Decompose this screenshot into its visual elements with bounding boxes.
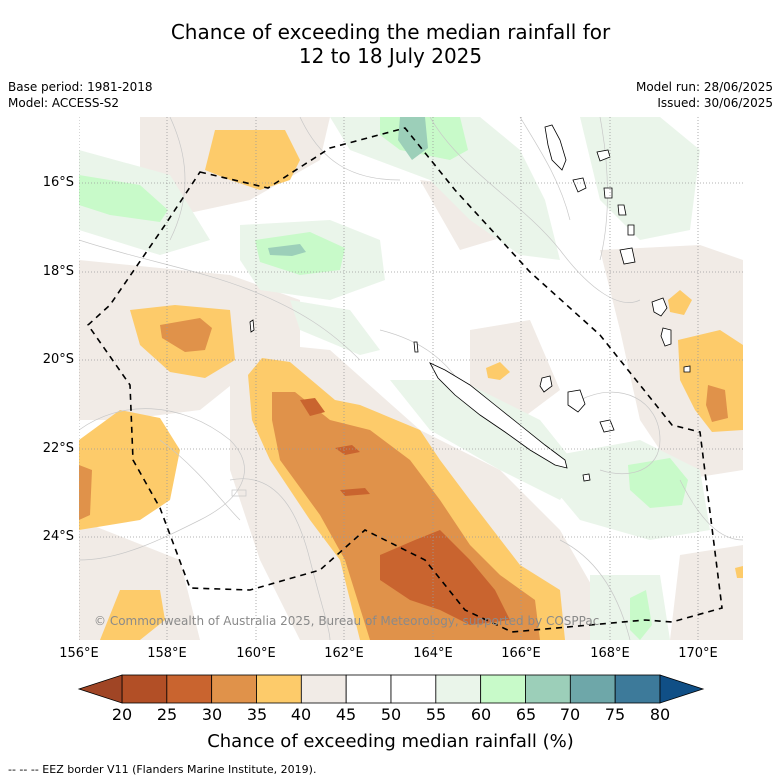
- colorbar-low-arrow: [77, 674, 123, 704]
- colorbar-tick: 70: [559, 705, 581, 724]
- colorbar-cell: [345, 674, 392, 704]
- copyright-notice: © Commonwealth of Australia 2025, Bureau…: [94, 614, 600, 628]
- base-period: Base period: 1981-2018: [8, 80, 153, 94]
- colorbar-cell: [435, 674, 482, 704]
- lon-label-164e: 164°E: [413, 646, 453, 661]
- model-run: Model run: 28/06/2025: [635, 80, 773, 94]
- eez-border: [86, 127, 723, 633]
- title-line-2: 12 to 18 July 2025: [298, 44, 483, 68]
- colorbar-cell: [480, 674, 526, 704]
- colorbar-title: Chance of exceeding median rainfall (%): [207, 731, 574, 752]
- meta-left: Base period: 1981-2018 Model: ACCESS-S2: [8, 79, 153, 111]
- colorbar-high-arrow: [659, 674, 705, 704]
- lon-label-170e: 170°E: [678, 646, 718, 661]
- issued-date: Issued: 30/06/2025: [657, 96, 773, 110]
- lon-label-168e: 168°E: [590, 646, 630, 661]
- colorbar-tick: 80: [649, 705, 671, 724]
- model-name: Model: ACCESS-S2: [8, 96, 120, 110]
- lat-label-24s: 24°S: [42, 529, 74, 544]
- colorbar-tick: 45: [335, 705, 357, 724]
- colorbar-cell: [614, 674, 661, 704]
- lat-label-16s: 16°S: [42, 175, 74, 190]
- colorbar: [77, 674, 705, 704]
- eez-footnote: -- -- -- EEZ border V11 (Flanders Marine…: [8, 763, 317, 776]
- title-line-1: Chance of exceeding the median rainfall …: [170, 20, 611, 44]
- colorbar-tick: 65: [515, 705, 537, 724]
- colorbar-cell: [569, 674, 616, 704]
- colorbar-tick: 20: [111, 705, 133, 724]
- lon-label-158e: 158°E: [147, 646, 187, 661]
- colorbar-cell: [166, 674, 213, 704]
- colorbar-cell: [121, 674, 168, 704]
- landmasses: [249, 124, 691, 482]
- colorbar-cell: [300, 674, 347, 704]
- vanuatu-island: [544, 124, 567, 171]
- lat-label-18s: 18°S: [42, 264, 74, 279]
- colorbar-cell: [211, 674, 257, 704]
- meta-right: Model run: 28/06/2025 Issued: 30/06/2025: [636, 79, 773, 111]
- lon-label-160e: 160°E: [236, 646, 276, 661]
- colorbar-cell: [256, 674, 302, 704]
- colorbar-tick: 35: [246, 705, 268, 724]
- colorbar-tick: 60: [470, 705, 492, 724]
- lat-label-20s: 20°S: [42, 352, 74, 367]
- colorbar-cell: [525, 674, 571, 704]
- map-area: [79, 117, 743, 640]
- lon-label-156e: 156°E: [59, 646, 99, 661]
- colorbar-tick: 40: [290, 705, 312, 724]
- colorbar-tick: 55: [425, 705, 447, 724]
- lon-label-162e: 162°E: [324, 646, 364, 661]
- new-caledonia-island: [429, 362, 568, 469]
- lon-label-166e: 166°E: [501, 646, 541, 661]
- colorbar-tick: 30: [201, 705, 223, 724]
- colorbar-tick: 50: [380, 705, 402, 724]
- colorbar-tick: 75: [604, 705, 626, 724]
- lat-label-22s: 22°S: [42, 441, 74, 456]
- colorbar-tick: 25: [156, 705, 178, 724]
- colorbar-cell: [390, 674, 437, 704]
- gridlines: [79, 117, 743, 640]
